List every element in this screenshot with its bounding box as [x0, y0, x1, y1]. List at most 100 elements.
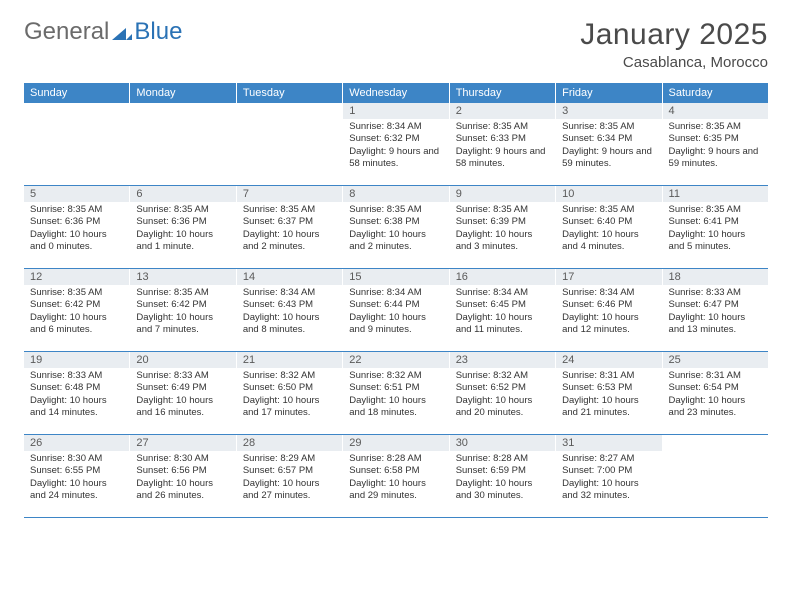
day-number: 15 — [343, 269, 448, 285]
day-header-row: Sunday Monday Tuesday Wednesday Thursday… — [24, 83, 768, 103]
sunset-text: Sunset: 6:54 PM — [669, 382, 762, 394]
day-number: 28 — [237, 435, 342, 451]
daylight-text: Daylight: 10 hours and 14 minutes. — [30, 395, 123, 420]
day-header: Thursday — [450, 83, 556, 103]
day-body: Sunrise: 8:35 AMSunset: 6:34 PMDaylight:… — [556, 119, 661, 174]
logo: General Blue — [24, 18, 182, 46]
day-body: Sunrise: 8:34 AMSunset: 6:44 PMDaylight:… — [343, 285, 448, 340]
sunset-text: Sunset: 6:41 PM — [669, 216, 762, 228]
daylight-text: Daylight: 10 hours and 13 minutes. — [669, 312, 762, 337]
sunrise-text: Sunrise: 8:30 AM — [30, 453, 123, 465]
day-cell: 26Sunrise: 8:30 AMSunset: 6:55 PMDayligh… — [24, 435, 130, 517]
day-cell: 17Sunrise: 8:34 AMSunset: 6:46 PMDayligh… — [556, 269, 662, 351]
sunset-text: Sunset: 6:39 PM — [456, 216, 549, 228]
daylight-text: Daylight: 10 hours and 16 minutes. — [136, 395, 229, 420]
day-cell: 29Sunrise: 8:28 AMSunset: 6:58 PMDayligh… — [343, 435, 449, 517]
daylight-text: Daylight: 10 hours and 8 minutes. — [243, 312, 336, 337]
day-number: 8 — [343, 186, 448, 202]
week-row: 12Sunrise: 8:35 AMSunset: 6:42 PMDayligh… — [24, 269, 768, 352]
day-number: 7 — [237, 186, 342, 202]
sunrise-text: Sunrise: 8:34 AM — [243, 287, 336, 299]
day-cell: 21Sunrise: 8:32 AMSunset: 6:50 PMDayligh… — [237, 352, 343, 434]
sunset-text: Sunset: 6:53 PM — [562, 382, 655, 394]
day-number: 4 — [663, 103, 768, 119]
sunset-text: Sunset: 6:37 PM — [243, 216, 336, 228]
logo-icon — [109, 18, 132, 46]
day-cell: 12 Sunrise: 8:35 AMSunset: 6:42 PMDayligh… — [24, 269, 130, 351]
day-body: Sunrise: 8:31 AMSunset: 6:54 PMDaylight:… — [663, 368, 768, 423]
day-cell: 9Sunrise: 8:35 AMSunset: 6:39 PMDaylight… — [450, 186, 556, 268]
sunrise-text: Sunrise: 8:35 AM — [456, 204, 549, 216]
sunset-text: Sunset: 6:46 PM — [562, 299, 655, 311]
sunrise-text: Sunrise: 8:32 AM — [456, 370, 549, 382]
daylight-text: Daylight: 10 hours and 2 minutes. — [243, 229, 336, 254]
day-body: Sunrise: 8:34 AMSunset: 6:46 PMDaylight:… — [556, 285, 661, 340]
page-title: January 2025 — [580, 18, 768, 52]
sunrise-text: Sunrise: 8:35 AM — [30, 287, 123, 299]
day-cell: 25Sunrise: 8:31 AMSunset: 6:54 PMDayligh… — [663, 352, 768, 434]
daylight-text: Daylight: 10 hours and 23 minutes. — [669, 395, 762, 420]
day-number: 27 — [130, 435, 235, 451]
day-cell: 2Sunrise: 8:35 AMSunset: 6:33 PMDaylight… — [450, 103, 556, 185]
day-header: Sunday — [24, 83, 130, 103]
sunset-text: Sunset: 6:38 PM — [349, 216, 442, 228]
sunrise-text: Sunrise: 8:34 AM — [349, 287, 442, 299]
day-cell: 6Sunrise: 8:35 AMSunset: 6:36 PMDaylight… — [130, 186, 236, 268]
daylight-text: Daylight: 10 hours and 3 minutes. — [456, 229, 549, 254]
daylight-text: Daylight: 10 hours and 29 minutes. — [349, 478, 442, 503]
logo-word1: General — [24, 18, 109, 46]
sunrise-text: Sunrise: 8:34 AM — [562, 287, 655, 299]
daylight-text: Daylight: 10 hours and 32 minutes. — [562, 478, 655, 503]
day-cell: 10Sunrise: 8:35 AMSunset: 6:40 PMDayligh… — [556, 186, 662, 268]
sunset-text: Sunset: 6:36 PM — [136, 216, 229, 228]
sunrise-text: Sunrise: 8:32 AM — [243, 370, 336, 382]
sunrise-text: Sunrise: 8:29 AM — [243, 453, 336, 465]
day-number: 24 — [556, 352, 661, 368]
sunset-text: Sunset: 6:44 PM — [349, 299, 442, 311]
logo-word2: Blue — [134, 18, 182, 46]
day-number: 2 — [450, 103, 555, 119]
day-body: Sunrise: 8:35 AMSunset: 6:42 PMDaylight:… — [130, 285, 235, 340]
day-number: 12 — [24, 269, 129, 285]
sunrise-text: Sunrise: 8:33 AM — [669, 287, 762, 299]
day-body: Sunrise: 8:33 AMSunset: 6:49 PMDaylight:… — [130, 368, 235, 423]
daylight-text: Daylight: 10 hours and 6 minutes. — [30, 312, 123, 337]
daylight-text: Daylight: 9 hours and 59 minutes. — [562, 146, 655, 171]
calendar: Sunday Monday Tuesday Wednesday Thursday… — [24, 83, 768, 518]
day-body: Sunrise: 8:35 AMSunset: 6:36 PMDaylight:… — [24, 202, 129, 257]
day-cell: 18Sunrise: 8:33 AMSunset: 6:47 PMDayligh… — [663, 269, 768, 351]
day-cell: 14Sunrise: 8:34 AMSunset: 6:43 PMDayligh… — [237, 269, 343, 351]
day-number: 13 — [130, 269, 235, 285]
sunset-text: Sunset: 6:43 PM — [243, 299, 336, 311]
day-number: 1 — [343, 103, 448, 119]
sunset-text: Sunset: 6:42 PM — [30, 299, 123, 311]
day-header: Saturday — [663, 83, 768, 103]
day-number: 29 — [343, 435, 448, 451]
sunset-text: Sunset: 6:49 PM — [136, 382, 229, 394]
sunset-text: Sunset: 6:35 PM — [669, 133, 762, 145]
day-cell: 3Sunrise: 8:35 AMSunset: 6:34 PMDaylight… — [556, 103, 662, 185]
day-body: Sunrise: 8:29 AMSunset: 6:57 PMDaylight:… — [237, 451, 342, 506]
sunrise-text: Sunrise: 8:27 AM — [562, 453, 655, 465]
sunrise-text: Sunrise: 8:33 AM — [136, 370, 229, 382]
week-row: 19Sunrise: 8:33 AMSunset: 6:48 PMDayligh… — [24, 352, 768, 435]
day-cell: 22Sunrise: 8:32 AMSunset: 6:51 PMDayligh… — [343, 352, 449, 434]
sunset-text: Sunset: 6:58 PM — [349, 465, 442, 477]
day-number: 3 — [556, 103, 661, 119]
day-cell: 31Sunrise: 8:27 AMSunset: 7:00 PMDayligh… — [556, 435, 662, 517]
sunrise-text: Sunrise: 8:28 AM — [456, 453, 549, 465]
daylight-text: Daylight: 10 hours and 11 minutes. — [456, 312, 549, 337]
day-body: Sunrise: 8:35 AMSunset: 6:39 PMDaylight:… — [450, 202, 555, 257]
sunset-text: Sunset: 6:57 PM — [243, 465, 336, 477]
day-body: Sunrise: 8:32 AMSunset: 6:52 PMDaylight:… — [450, 368, 555, 423]
day-number: 31 — [556, 435, 661, 451]
sunset-text: Sunset: 6:51 PM — [349, 382, 442, 394]
day-body: Sunrise: 8:34 AMSunset: 6:32 PMDaylight:… — [343, 119, 448, 174]
sunrise-text: Sunrise: 8:35 AM — [562, 204, 655, 216]
day-body: Sunrise: 8:28 AMSunset: 6:58 PMDaylight:… — [343, 451, 448, 506]
day-number: 17 — [556, 269, 661, 285]
day-cell: 1Sunrise: 8:34 AMSunset: 6:32 PMDaylight… — [343, 103, 449, 185]
day-cell: 11Sunrise: 8:35 AMSunset: 6:41 PMDayligh… — [663, 186, 768, 268]
sunset-text: Sunset: 6:42 PM — [136, 299, 229, 311]
sunset-text: Sunset: 6:52 PM — [456, 382, 549, 394]
